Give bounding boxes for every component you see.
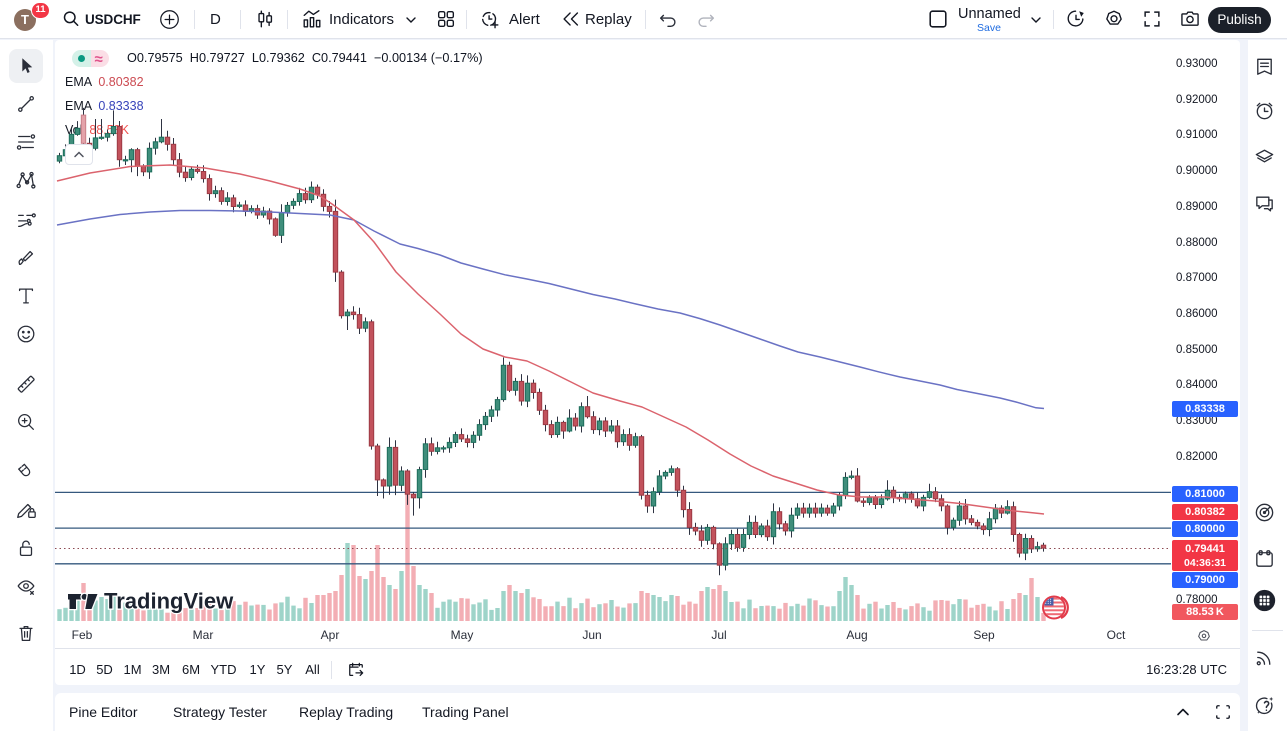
svg-text:TradingView: TradingView [104, 589, 234, 614]
